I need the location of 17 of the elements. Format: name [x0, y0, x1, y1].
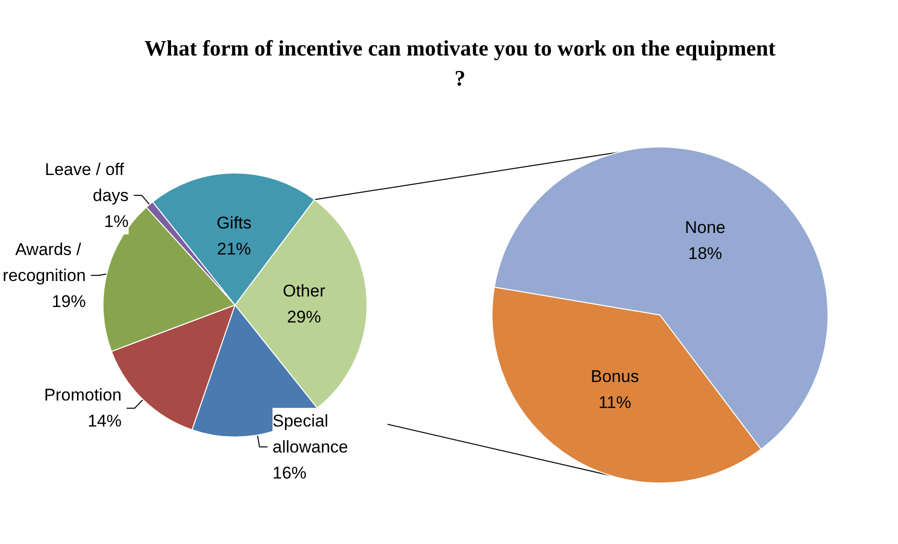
data-label: 16% — [272, 463, 307, 482]
data-label: 14% — [88, 412, 122, 431]
slice-label: Leave / off days — [44, 160, 129, 205]
slice-label: Bonus — [590, 366, 639, 386]
data-label: 29% — [286, 308, 322, 327]
slice-label: Special allowance — [272, 411, 348, 456]
data-label: 11% — [598, 392, 632, 412]
slice-label: Promotion — [44, 386, 122, 405]
slice-label: None — [684, 218, 726, 238]
text: What form of incentive can motivate you to work on the equipment? — [144, 36, 776, 90]
data-label: 1% — [104, 212, 129, 231]
slice-label: Awards / recognition — [2, 240, 86, 285]
data-label: 21% — [217, 240, 252, 259]
slice-label: Other — [282, 282, 326, 301]
slice-label: Gifts — [216, 214, 252, 233]
data-label: 18% — [688, 244, 722, 264]
data-label: 19% — [52, 292, 86, 311]
